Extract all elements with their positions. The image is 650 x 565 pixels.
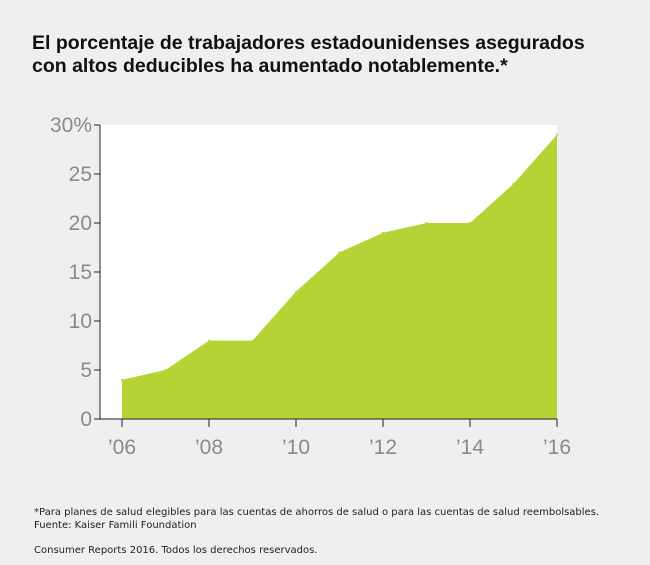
x-tick-label: ’14	[456, 436, 484, 459]
data-point-2016	[556, 133, 558, 136]
data-point-2009	[251, 339, 254, 342]
y-tick-label: 10	[69, 310, 92, 333]
chart-title: El porcentaje de trabajadores estadounid…	[32, 32, 642, 78]
data-point-2008	[208, 339, 210, 342]
data-point-2011	[338, 251, 341, 254]
y-tick-label: 30%	[50, 114, 92, 137]
x-tick-label: ’16	[543, 436, 571, 459]
data-point-2014	[469, 222, 471, 224]
data-point-2015	[512, 182, 515, 185]
y-tick-label: 5	[80, 359, 92, 382]
source-note: Fuente: Kaiser Famili Foundation	[34, 520, 197, 531]
y-tick-label: 0	[80, 408, 92, 431]
data-point-2006	[121, 378, 123, 381]
data-point-2007	[164, 369, 167, 371]
area-series	[122, 134, 557, 420]
y-tick-label: 15	[69, 261, 92, 284]
x-tick-label: ’10	[282, 436, 310, 459]
copyright-note: Consumer Reports 2016. Todos los derecho…	[34, 545, 318, 556]
data-point-2012	[382, 231, 384, 234]
plot-area: 0 5 10 15 20 25 30% ’06 ’08 ’10 ’12 ’14 ’16	[50, 114, 571, 459]
chart-title-line-2: con altos deducibles ha aumentado notabl…	[32, 55, 508, 77]
data-point-2010	[295, 290, 297, 293]
data-point-2013	[425, 222, 428, 224]
y-tick-label: 20	[69, 212, 92, 235]
footnote: *Para planes de salud elegibles para las…	[34, 507, 600, 518]
chart-title-line-1: El porcentaje de trabajadores estadounid…	[32, 32, 585, 54]
x-tick-label: ’08	[195, 436, 223, 459]
y-tick-label: 25	[69, 163, 92, 186]
x-tick-label: ’06	[108, 436, 136, 459]
x-tick-label: ’12	[369, 436, 397, 459]
